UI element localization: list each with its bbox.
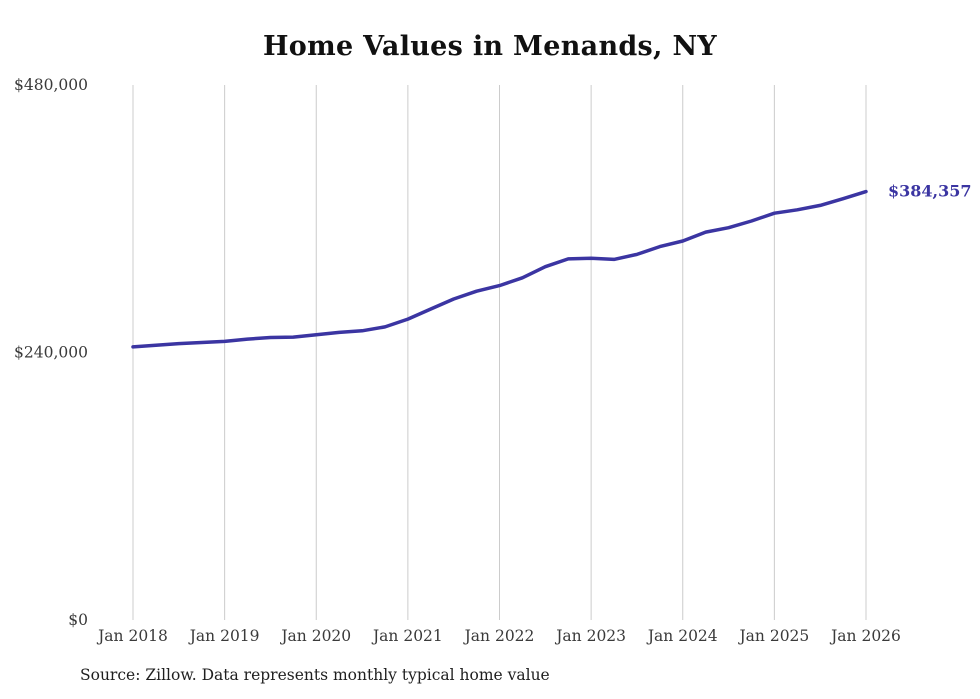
x-tick-label-2023: Jan 2023 [554, 627, 626, 645]
x-tick-label-2018: Jan 2018 [96, 627, 168, 645]
end-value-label: $384,357 [888, 182, 972, 201]
y-tick-label-240000: $240,000 [14, 344, 88, 362]
x-tick-label-2025: Jan 2025 [737, 627, 809, 645]
x-tick-label-2026: Jan 2026 [829, 627, 901, 645]
x-tick-label-2021: Jan 2021 [371, 627, 443, 645]
x-tick-label-2019: Jan 2019 [188, 627, 260, 645]
x-tick-label-2020: Jan 2020 [279, 627, 351, 645]
y-tick-label-480000: $480,000 [14, 76, 88, 94]
home-value-line [131, 189, 868, 349]
chart-title: Home Values in Menands, NY [262, 31, 718, 62]
y-tick-label-0: $0 [68, 611, 88, 629]
x-tick-label-2024: Jan 2024 [646, 627, 718, 645]
source-note: Source: Zillow. Data represents monthly … [80, 666, 550, 684]
x-tick-label-2022: Jan 2022 [463, 627, 535, 645]
